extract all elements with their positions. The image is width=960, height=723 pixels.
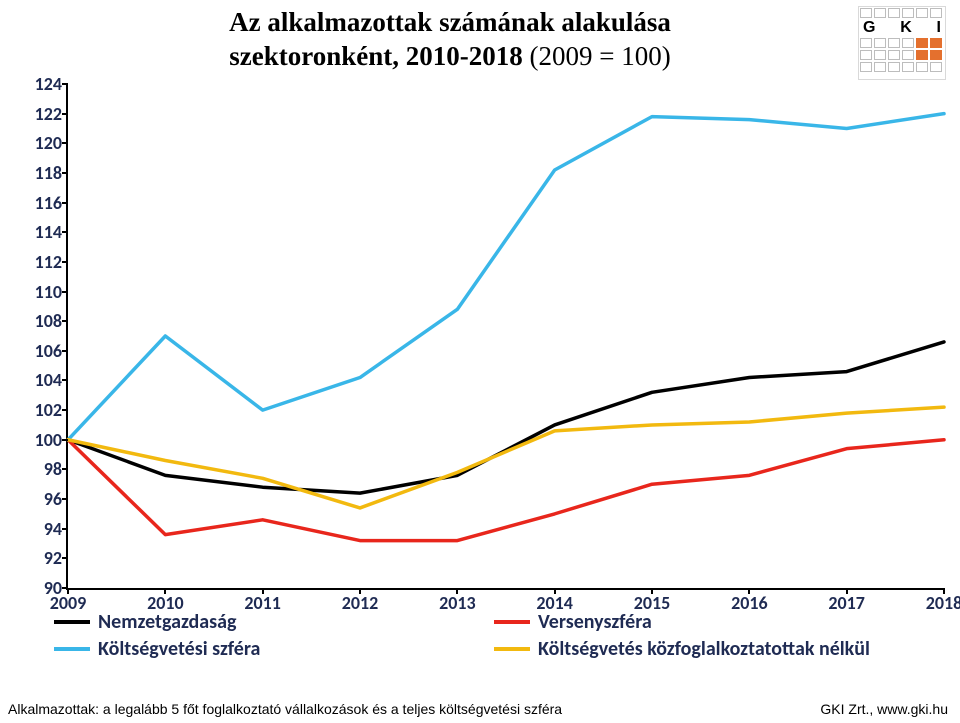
logo-square (874, 50, 886, 60)
logo-letter-i: I (937, 19, 941, 37)
logo-square (874, 62, 886, 72)
y-axis-tick-mark (62, 557, 68, 559)
title-line-1: Az alkalmazottak számának alakulása (100, 6, 800, 40)
logo-square (888, 38, 900, 48)
logo-square (916, 8, 928, 18)
logo-square-orange (916, 50, 928, 60)
logo-square-orange (916, 38, 928, 48)
x-axis-tick-mark (67, 588, 69, 594)
legend-label: Versenyszféra (538, 610, 652, 634)
line-series-svg (68, 84, 944, 588)
series-line (68, 114, 944, 440)
logo-square (888, 50, 900, 60)
y-axis-tick-mark (62, 113, 68, 115)
y-axis-tick-mark (62, 350, 68, 352)
y-axis-tick-mark (62, 142, 68, 144)
logo-square (860, 62, 872, 72)
logo-row (859, 61, 945, 73)
legend-row: Költségvetési szféra Költségvetés közfogl… (54, 637, 934, 661)
logo-square (902, 38, 914, 48)
x-axis-tick-mark (359, 588, 361, 594)
legend-swatch (54, 620, 90, 624)
logo-square (874, 8, 886, 18)
y-axis-tick-mark (62, 409, 68, 411)
legend-label: Költségvetés közfoglalkoztatottak nélkül (538, 637, 870, 661)
logo-row (859, 7, 945, 19)
y-axis-tick-mark (62, 172, 68, 174)
y-axis-tick-mark (62, 528, 68, 530)
x-axis-tick-mark (651, 588, 653, 594)
logo-square (888, 62, 900, 72)
y-axis-tick-mark (62, 291, 68, 293)
legend-item: Költségvetési szféra (54, 637, 494, 661)
x-axis-tick-mark (846, 588, 848, 594)
y-axis-tick-mark (62, 498, 68, 500)
legend: Nemzetgazdaság Versenyszféra Költségvetési… (54, 610, 934, 664)
logo-square-orange (930, 38, 942, 48)
legend-swatch (494, 620, 530, 624)
series-line (68, 440, 944, 541)
y-axis-tick-mark (62, 379, 68, 381)
legend-item: Költségvetés közfoglalkoztatottak nélkül (494, 637, 934, 661)
y-axis-tick-mark (62, 439, 68, 441)
logo-square (860, 8, 872, 18)
logo-letters: G K I (859, 19, 945, 37)
x-axis-tick-mark (748, 588, 750, 594)
logo-square (916, 62, 928, 72)
x-axis-tick-mark (943, 588, 945, 594)
footnote-left: Alkalmazottak: a legalább 5 főt foglalko… (8, 701, 562, 717)
logo-square (902, 50, 914, 60)
y-axis-tick-mark (62, 320, 68, 322)
y-axis-tick-mark (62, 261, 68, 263)
logo-square (888, 8, 900, 18)
logo-letter-g: G (863, 19, 875, 37)
y-axis-tick-mark (62, 202, 68, 204)
x-axis-tick-mark (262, 588, 264, 594)
chart-container: 9092949698100102104106108110112114116118… (12, 80, 948, 650)
legend-label: Nemzetgazdaság (98, 610, 237, 634)
footnote-right: GKI Zrt., www.gki.hu (820, 701, 948, 717)
title-line-2-bold: szektoronként, 2010-2018 (229, 41, 523, 71)
x-axis-tick-mark (554, 588, 556, 594)
logo-square (860, 38, 872, 48)
logo-row (859, 37, 945, 49)
logo-square-orange (930, 50, 942, 60)
logo-square (860, 50, 872, 60)
chart-title: Az alkalmazottak számának alakulása szek… (100, 6, 800, 74)
x-axis-tick-mark (456, 588, 458, 594)
legend-label: Költségvetési szféra (98, 637, 260, 661)
legend-item: Nemzetgazdaság (54, 610, 494, 634)
legend-swatch (54, 647, 90, 651)
logo-square (902, 8, 914, 18)
gki-logo: G K I (858, 6, 946, 80)
logo-square (930, 8, 942, 18)
plot-area: 9092949698100102104106108110112114116118… (66, 84, 944, 590)
title-line-2-light: (2009 = 100) (523, 41, 671, 71)
legend-row: Nemzetgazdaság Versenyszféra (54, 610, 934, 634)
x-axis-tick-mark (164, 588, 166, 594)
y-axis-tick-mark (62, 231, 68, 233)
title-line-2: szektoronként, 2010-2018 (2009 = 100) (100, 40, 800, 74)
logo-square (930, 62, 942, 72)
legend-item: Versenyszféra (494, 610, 934, 634)
y-axis-tick-mark (62, 468, 68, 470)
logo-square (874, 38, 886, 48)
logo-row (859, 49, 945, 61)
logo-square (902, 62, 914, 72)
y-axis-tick-mark (62, 83, 68, 85)
logo-letter-k: K (900, 19, 912, 37)
legend-swatch (494, 647, 530, 651)
